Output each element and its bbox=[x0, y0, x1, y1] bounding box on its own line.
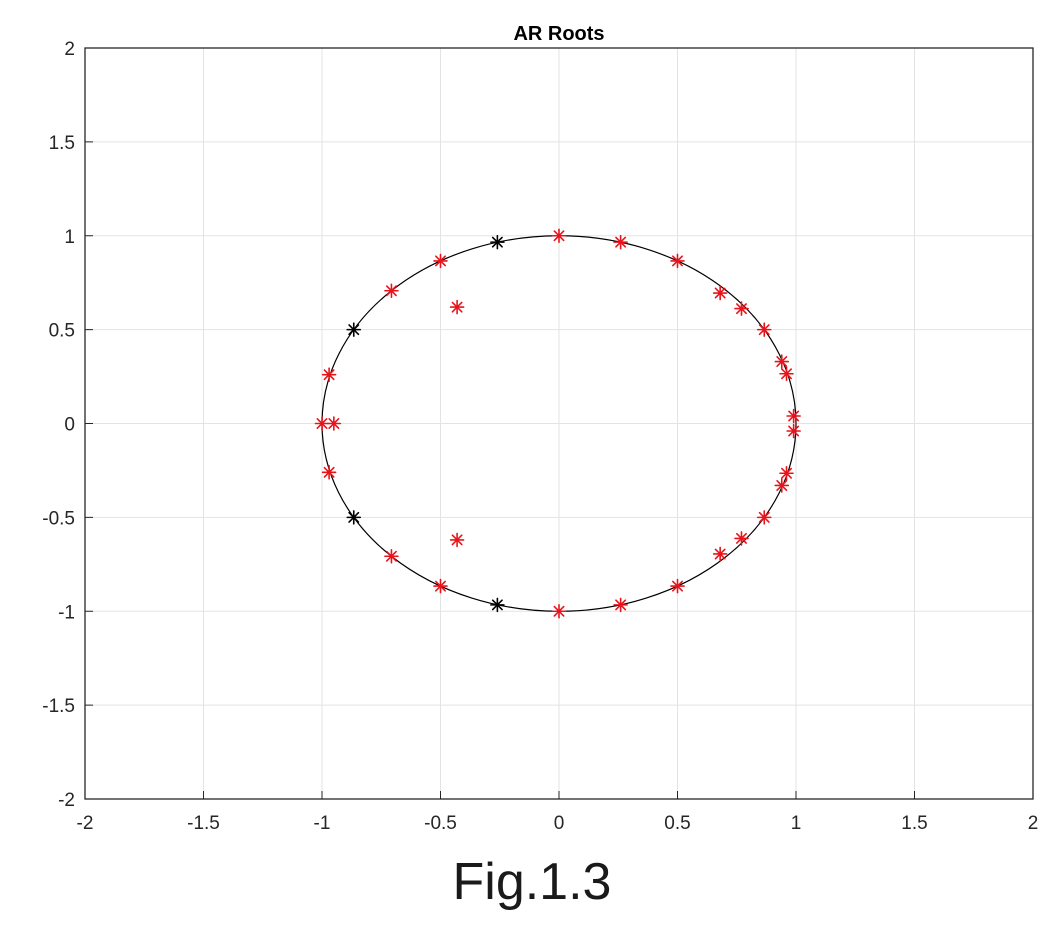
root-point-0-17 bbox=[551, 603, 567, 619]
x-tick-label: -2 bbox=[77, 813, 94, 834]
root-point-0-2 bbox=[670, 253, 685, 269]
root-point-0-9 bbox=[786, 423, 801, 439]
y-tick-label: 1 bbox=[64, 227, 75, 248]
y-tick-labels: -2 -1.5 -1 -0.5 0 0.5 1 1.5 2 bbox=[42, 39, 93, 811]
root-point-0-14 bbox=[712, 546, 728, 562]
y-tick-label: 2 bbox=[64, 39, 75, 60]
root-point-0-26 bbox=[449, 299, 465, 315]
figure-caption: Fig.1.3 bbox=[452, 853, 612, 911]
ar-roots-chart: -2 -1.5 -1 -0.5 0 0.5 1 1.5 2 -2 -1.5 -1 -0.5 0 0.5 1 1… bbox=[42, 23, 1039, 834]
root-point-0-10 bbox=[779, 465, 794, 481]
root-point-0-25 bbox=[433, 253, 448, 269]
x-tick-label: -1 bbox=[314, 813, 331, 834]
root-point-0-13 bbox=[734, 531, 749, 546]
root-point-0-15 bbox=[670, 578, 685, 594]
x-tick-label: -1.5 bbox=[187, 813, 220, 834]
root-point-0-19 bbox=[384, 548, 399, 564]
root-point-0-22 bbox=[326, 416, 342, 431]
y-tick-label: 0.5 bbox=[49, 321, 75, 342]
root-point-0-11 bbox=[774, 478, 790, 493]
root-point-0-12 bbox=[756, 510, 772, 525]
root-point-1-0 bbox=[490, 234, 505, 250]
x-tick-label: -0.5 bbox=[424, 813, 457, 834]
root-point-0-6 bbox=[774, 354, 790, 369]
y-tick-label: -1.5 bbox=[42, 696, 75, 717]
y-tick-label: 1.5 bbox=[49, 133, 75, 154]
x-tick-label: 2 bbox=[1028, 813, 1039, 834]
root-point-0-4 bbox=[734, 301, 749, 316]
data-points bbox=[314, 228, 801, 619]
root-point-1-1 bbox=[346, 322, 362, 337]
y-tick-label: -2 bbox=[58, 790, 75, 811]
root-point-1-2 bbox=[346, 510, 362, 525]
root-point-0-18 bbox=[433, 578, 448, 594]
root-point-0-1 bbox=[613, 234, 628, 250]
y-tick-label: -0.5 bbox=[42, 508, 75, 529]
y-tick-label: 0 bbox=[64, 415, 75, 436]
root-point-0-24 bbox=[384, 283, 399, 299]
root-point-0-5 bbox=[756, 322, 772, 337]
x-tick-label: 1.5 bbox=[901, 813, 927, 834]
root-point-1-3 bbox=[490, 597, 505, 613]
root-point-0-7 bbox=[779, 366, 794, 382]
root-point-0-21 bbox=[314, 416, 330, 431]
y-tick-label: -1 bbox=[58, 602, 75, 623]
root-point-0-27 bbox=[449, 532, 465, 548]
root-point-0-0 bbox=[551, 228, 567, 244]
root-point-0-3 bbox=[712, 285, 728, 301]
root-point-0-8 bbox=[786, 408, 801, 424]
x-tick-label: 0.5 bbox=[664, 813, 690, 834]
x-tick-label: 1 bbox=[791, 813, 802, 834]
chart-title: AR Roots bbox=[513, 23, 604, 45]
root-point-0-16 bbox=[613, 597, 628, 613]
x-tick-label: 0 bbox=[554, 813, 565, 834]
root-point-0-20 bbox=[321, 465, 337, 480]
root-point-0-23 bbox=[321, 367, 337, 382]
x-tick-labels: -2 -1.5 -1 -0.5 0 0.5 1 1.5 2 bbox=[77, 791, 1039, 834]
